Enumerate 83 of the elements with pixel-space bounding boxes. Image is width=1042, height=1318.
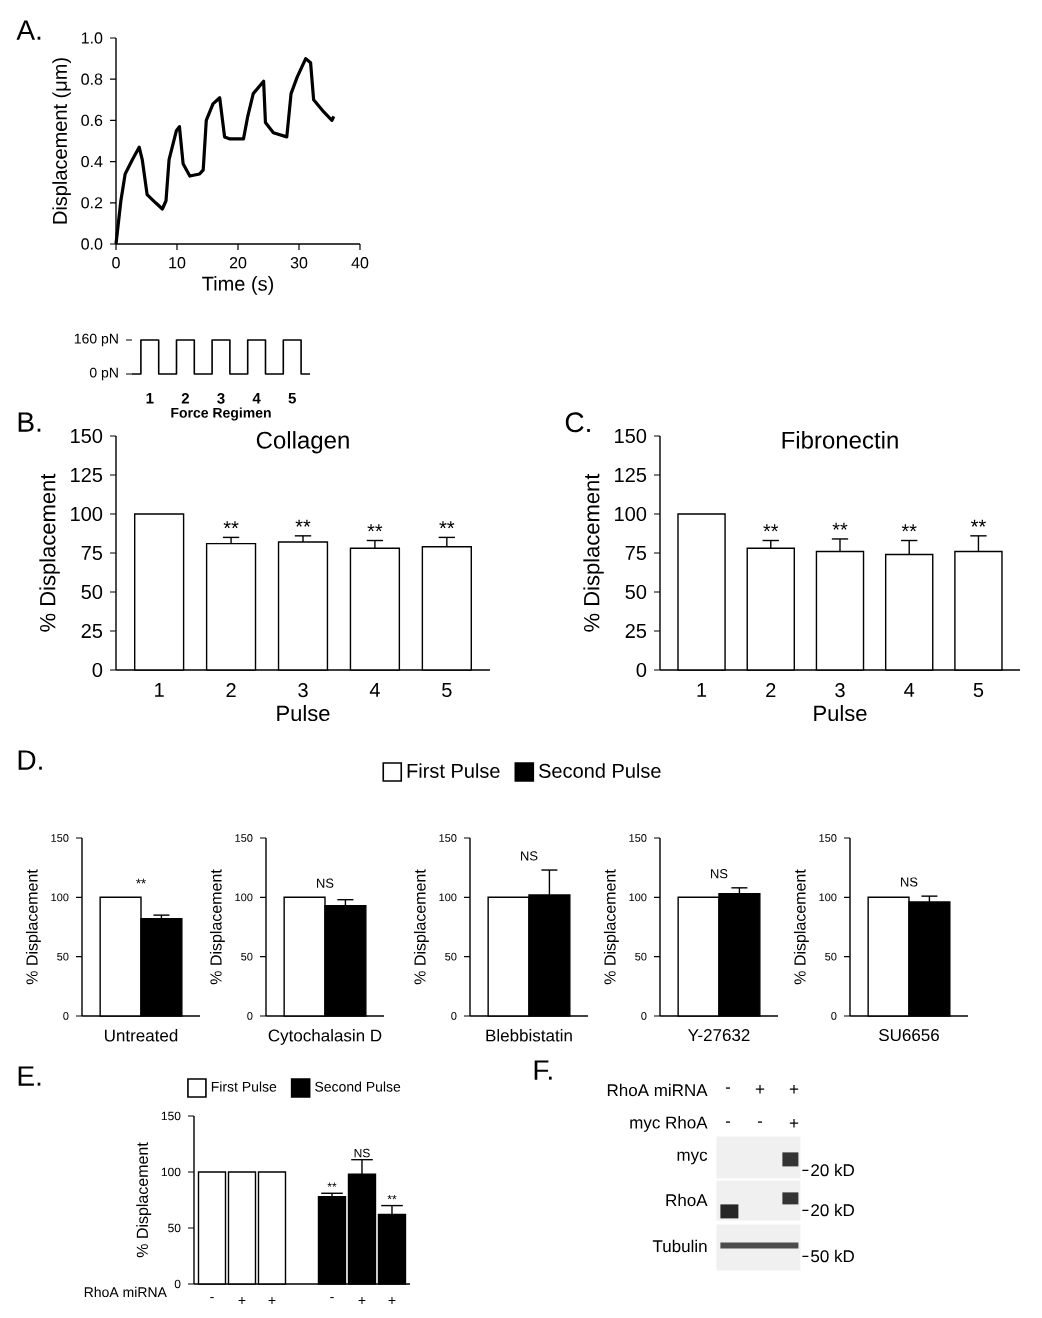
text: 20 kD [811, 1203, 854, 1217]
annotation: ** [223, 521, 239, 529]
text: C. [565, 412, 590, 433]
y-tick-label: 75 [81, 546, 103, 560]
text: D. [18, 750, 42, 770]
y-tick-label: 0.8 [81, 73, 103, 85]
annotation: ** [295, 519, 311, 527]
y-axis-title: % Displacement [793, 869, 809, 985]
annotation: ** [970, 519, 986, 527]
y-tick-label: 150 [615, 428, 647, 444]
y-tick-label: 50 [81, 584, 103, 600]
text: myc [677, 1151, 708, 1165]
legend-label: Second Pulse [539, 763, 661, 778]
text: Tubulin [652, 1239, 707, 1253]
y-axis-title: % Displacement [603, 869, 619, 985]
text: + [789, 1085, 799, 1094]
x-tick-label: 20 [229, 257, 247, 269]
y-tick-label: 100 [615, 506, 647, 522]
text: + [755, 1085, 765, 1094]
y-axis-title: % Displacement [413, 869, 429, 985]
x-tick-label: Y-27632 [688, 1029, 750, 1042]
x-tick-label: 1 [697, 683, 707, 697]
y-axis-title: % Displacement [136, 1142, 152, 1258]
y-axis-title: % Displacement [583, 473, 604, 632]
x-tick-label: 3 [298, 683, 308, 698]
x-tick-label: 3 [835, 683, 845, 698]
annotation: ** [901, 524, 917, 532]
y-tick-label: 0.4 [81, 155, 103, 168]
annotation: ** [439, 521, 455, 529]
text: RhoA miRNA [607, 1083, 708, 1097]
y-tick-label: 1.0 [81, 32, 103, 44]
y-tick-label: 75 [625, 546, 647, 560]
annotation: ** [367, 524, 383, 532]
text: + [789, 1119, 799, 1128]
x-tick-label: 2 [226, 683, 236, 698]
y-tick-label: 125 [71, 467, 103, 483]
y-tick-label: 100 [71, 506, 103, 522]
y-tick-label: 0.2 [81, 197, 103, 209]
x-tick-label: 10 [169, 257, 186, 269]
y-tick-label: 125 [615, 467, 647, 483]
x-tick-label: 2 [766, 683, 776, 698]
y-axis-title: % Displacement [25, 869, 41, 985]
x-tick-label: 5 [973, 683, 984, 698]
text: RhoA [666, 1193, 708, 1207]
y-tick-label: 150 [71, 428, 103, 444]
y-tick-label: 50 [625, 584, 647, 600]
text: B. [18, 412, 41, 432]
text: A. [16, 20, 41, 40]
y-tick-label: 0.6 [81, 114, 103, 127]
text: 50 kD [811, 1249, 854, 1263]
y-axis-title: Displacement (μm) [52, 58, 71, 224]
text: - [725, 1087, 731, 1089]
y-tick-label: 25 [81, 623, 103, 639]
y-tick-label: 0.0 [81, 238, 103, 250]
x-axis-title: Time (s) [202, 276, 274, 295]
y-tick-label: 0 [636, 662, 647, 678]
text: myc RhoA [630, 1116, 708, 1132]
x-tick-label: 40 [351, 257, 369, 269]
x-tick-label: 1 [155, 683, 164, 697]
x-tick-label: Untreated [104, 1029, 178, 1042]
annotation: ** [832, 522, 848, 530]
text: - [725, 1121, 731, 1123]
y-axis-title: % Displacement [209, 869, 225, 985]
text: 20 kD [811, 1163, 854, 1177]
x-axis-title: Pulse [814, 704, 867, 722]
x-tick-label: SU6656 [879, 1029, 939, 1042]
chart-title: Collagen [256, 431, 349, 454]
x-tick-label: 4 [369, 683, 380, 697]
chart-title: Fibronectin [782, 431, 898, 449]
text: E. [18, 1066, 41, 1086]
x-tick-label: 30 [290, 257, 308, 269]
legend-label: First Pulse [407, 763, 500, 778]
x-tick-label: Blebbistatin [486, 1029, 572, 1042]
x-tick-label: 5 [442, 683, 452, 698]
x-tick-label: Cytochalasin D [268, 1029, 382, 1045]
y-tick-label: 0 [92, 662, 103, 678]
x-tick-label: 4 [904, 683, 915, 697]
y-axis-title: % Displacement [39, 473, 60, 632]
x-axis-title: Pulse [277, 704, 330, 722]
y-tick-label: 25 [625, 623, 647, 639]
annotation: ** [763, 524, 779, 532]
text: - [757, 1121, 763, 1123]
text: F. [534, 1060, 552, 1080]
